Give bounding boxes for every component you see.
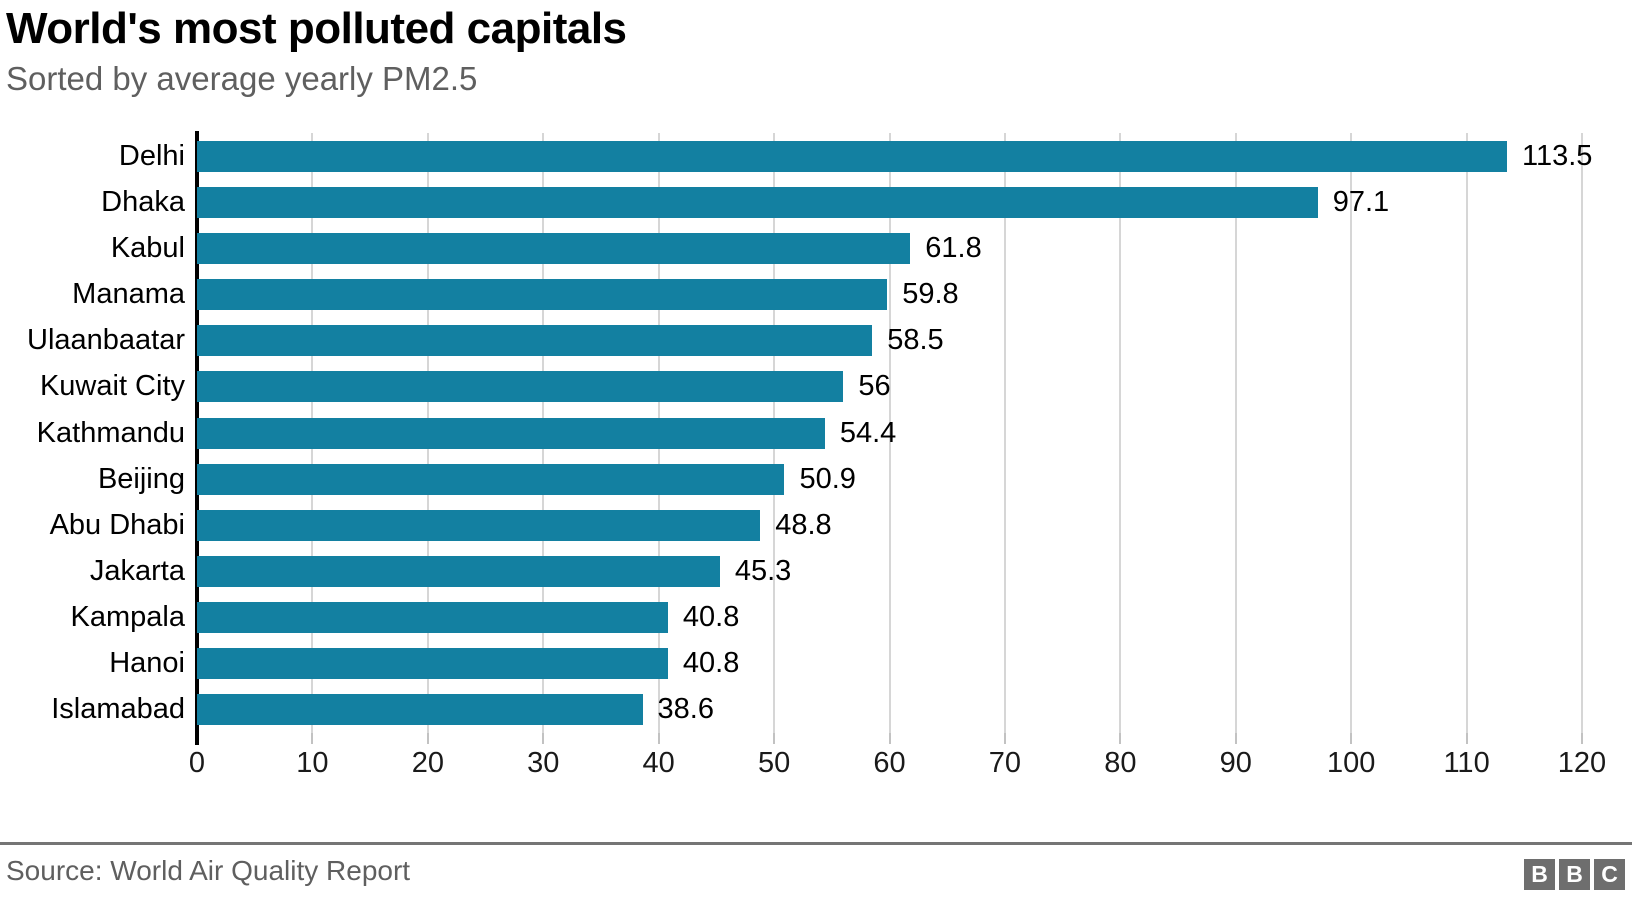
bbc-logo-letter: B — [1524, 859, 1555, 890]
axis-tick — [1003, 733, 1006, 744]
x-axis: 0 10 20 30 40 50 60 70 80 90 100 110 120 — [189, 747, 1606, 787]
category-label: Dhaka — [101, 185, 185, 218]
plot-area: 113.5 97.1 61.8 59.8 58.5 56 54.4 50.9 48.8 45.3 4… — [195, 131, 1592, 745]
axis-tick — [1234, 733, 1237, 744]
x-tick-label: 50 — [757, 747, 791, 779]
x-tick-label: 100 — [1326, 747, 1376, 779]
gridline — [1119, 133, 1122, 733]
bar — [197, 186, 1318, 218]
x-tick-label: 10 — [296, 747, 329, 779]
value-label: 97.1 — [1332, 185, 1390, 218]
x-tick-label: 90 — [1219, 747, 1252, 779]
category-label: Kampala — [70, 601, 185, 634]
value-label: 45.3 — [734, 554, 792, 587]
category-label: Hanoi — [109, 647, 185, 680]
value-label: 56 — [858, 370, 891, 403]
bar — [197, 417, 825, 449]
x-tick-label: 110 — [1443, 747, 1490, 779]
axis-tick — [1119, 733, 1122, 744]
category-label: Islamabad — [51, 693, 185, 726]
value-label: 38.6 — [657, 693, 714, 726]
gridline — [1465, 133, 1468, 733]
axis-tick — [888, 733, 891, 744]
x-tick-label: 60 — [873, 747, 906, 779]
axis-tick — [542, 733, 545, 744]
bar — [197, 232, 911, 264]
footer-divider — [0, 842, 1632, 845]
value-label: 113.5 — [1521, 139, 1593, 172]
x-tick-label: 40 — [642, 747, 675, 779]
category-label: Manama — [72, 278, 185, 311]
axis-tick — [1465, 733, 1468, 744]
bar — [197, 325, 873, 357]
bar — [197, 463, 785, 495]
bar — [197, 509, 761, 541]
value-label: 50.9 — [799, 462, 856, 495]
bar — [197, 694, 643, 726]
gridline — [1350, 133, 1353, 733]
axis-tick — [657, 733, 660, 744]
value-label: 40.8 — [682, 647, 740, 680]
axis-tick — [1350, 733, 1353, 744]
axis-tick — [311, 733, 314, 744]
bar — [197, 602, 668, 634]
value-label: 61.8 — [925, 231, 982, 264]
category-label: Kuwait City — [39, 370, 185, 403]
category-label: Kathmandu — [36, 416, 185, 449]
value-label: 58.5 — [887, 324, 944, 357]
source-text: Source: World Air Quality Report — [6, 855, 411, 886]
bar — [197, 648, 668, 680]
bar — [197, 279, 888, 311]
x-tick-label: 120 — [1557, 747, 1607, 779]
x-tick-label: 0 — [188, 747, 206, 779]
category-label: Ulaanbaatar — [27, 324, 185, 357]
x-tick-label: 30 — [527, 747, 560, 779]
category-label: Kabul — [110, 231, 185, 264]
axis-tick — [773, 733, 776, 744]
bbc-logo-letter: B — [1559, 859, 1590, 890]
bar — [197, 555, 720, 587]
category-label: Abu Dhabi — [49, 508, 185, 541]
gridline — [1234, 133, 1237, 733]
value-label: 59.8 — [902, 278, 959, 311]
gridline — [1581, 133, 1583, 733]
x-tick-label: 70 — [988, 747, 1022, 779]
axis-tick — [1581, 733, 1583, 744]
category-label: Delhi — [118, 139, 185, 172]
chart-title: World's most polluted capitals — [6, 4, 627, 53]
category-label: Beijing — [97, 462, 185, 495]
x-tick-label: 20 — [411, 747, 444, 779]
bar — [197, 140, 1507, 172]
gridline — [1003, 133, 1006, 733]
x-tick-label: 80 — [1104, 747, 1137, 779]
gridline — [888, 133, 891, 733]
bar — [197, 371, 844, 403]
axis-tick — [426, 733, 429, 744]
value-label: 48.8 — [775, 508, 832, 541]
value-label: 40.8 — [682, 601, 740, 634]
value-label: 54.4 — [839, 416, 897, 449]
chart-subtitle: Sorted by average yearly PM2.5 — [6, 60, 478, 97]
category-labels: Delhi Dhaka Kabul Manama Ulaanbaatar Kuwait C… — [0, 133, 185, 733]
bbc-logo-letter: C — [1594, 859, 1625, 890]
category-label: Jakarta — [89, 554, 185, 587]
